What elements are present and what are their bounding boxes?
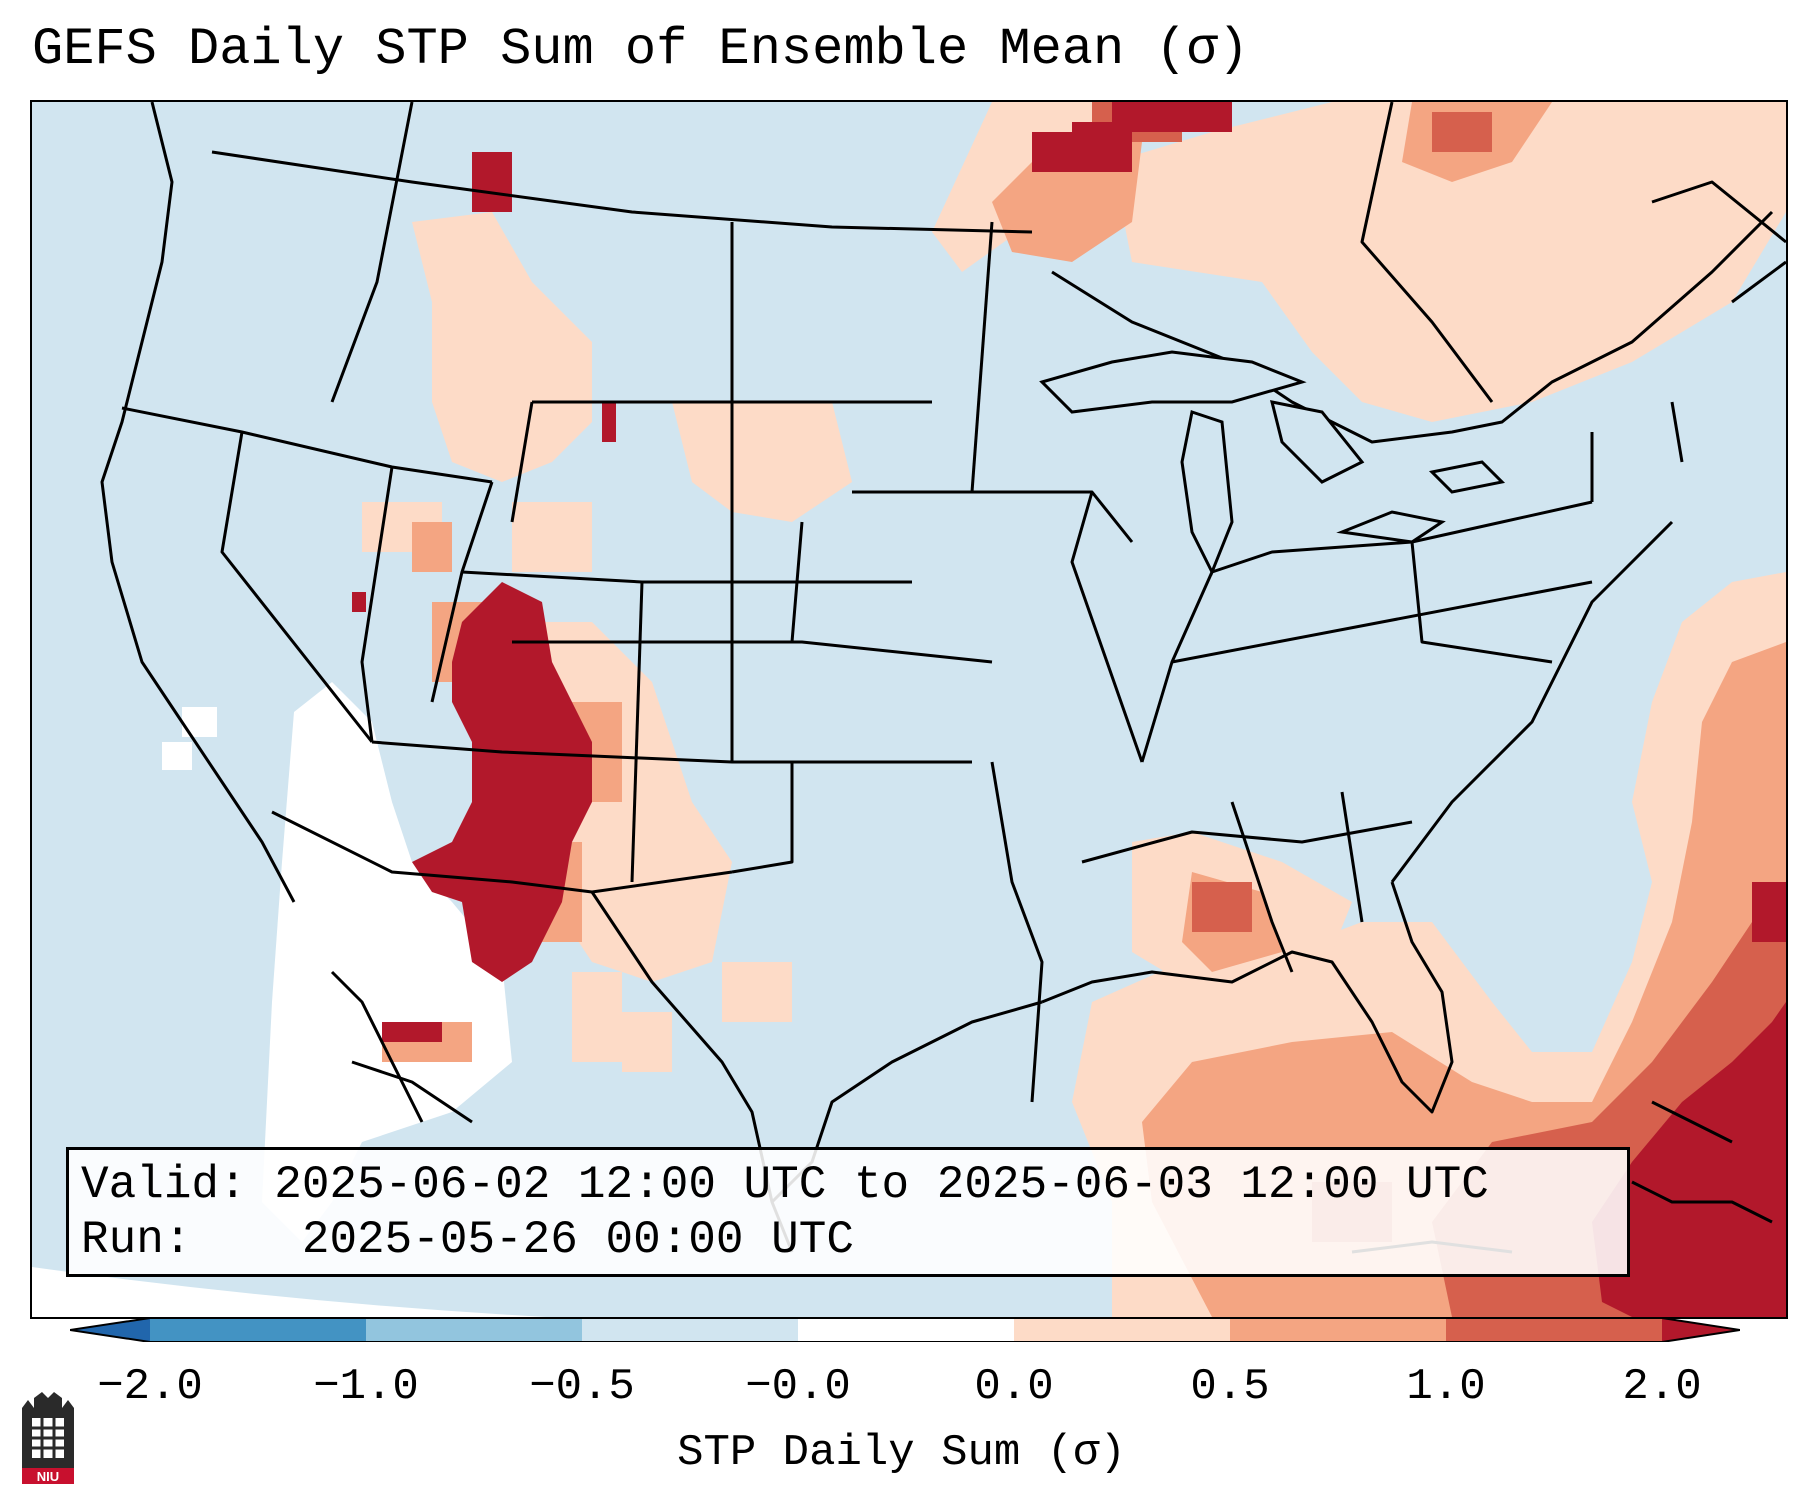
colorbar-tick-label: 0.0 [974,1362,1054,1412]
colorbar-tick-label: −0.0 [745,1362,851,1412]
colorbar-bin-7 [1446,1318,1662,1342]
run-value: 2025-05-26 00:00 UTC [301,1214,854,1266]
run-label: Run: [81,1214,192,1266]
valid-row: Valid: 2025-06-02 12:00 UTC to 2025-06-0… [81,1158,1615,1213]
colorbar-tick-label: 0.5 [1190,1362,1270,1412]
niu-logo-graphic: NIU [22,1392,74,1484]
colorbar-bin-4 [798,1318,1014,1342]
map-title: GEFS Daily STP Sum of Ensemble Mean (σ) [32,20,1249,79]
niu-logo: NIU [18,1390,78,1486]
colorbar-tick-label: −0.5 [529,1362,635,1412]
colorbar [70,1318,1740,1342]
valid-value: 2025-06-02 12:00 UTC to 2025-06-03 12:00… [274,1159,1489,1211]
colorbar-strip [70,1318,1740,1342]
colorbar-tick-label: −2.0 [97,1362,203,1412]
colorbar-bin-3 [582,1318,798,1342]
map-panel[interactable] [30,100,1788,1319]
anomaly-extreme [352,102,1786,1317]
colorbar-bin-1 [150,1318,366,1342]
colorbar-under-arrow [70,1318,150,1342]
state-borders [100,102,1786,1103]
colorbar-label: STP Daily Sum (σ) [677,1428,1126,1478]
colorbar-tick-label: −1.0 [313,1362,419,1412]
colorbar-tick-label: 2.0 [1622,1362,1702,1412]
run-row: Run: 2025-05-26 00:00 UTC [81,1213,1615,1268]
colorbar-over-arrow [1662,1318,1740,1342]
colorbar-bin-2 [366,1318,582,1342]
great-lakes [1039,350,1506,576]
neutral-region [162,682,512,1242]
colorbar-bin-6 [1230,1318,1446,1342]
valid-label: Valid: [81,1159,247,1211]
map-canvas [32,102,1786,1317]
valid-run-info-box: Valid: 2025-06-02 12:00 UTC to 2025-06-0… [66,1147,1630,1277]
niu-logo-text: NIU [37,1469,59,1484]
colorbar-tick-label: 1.0 [1406,1362,1486,1412]
colorbar-bin-5 [1014,1318,1230,1342]
